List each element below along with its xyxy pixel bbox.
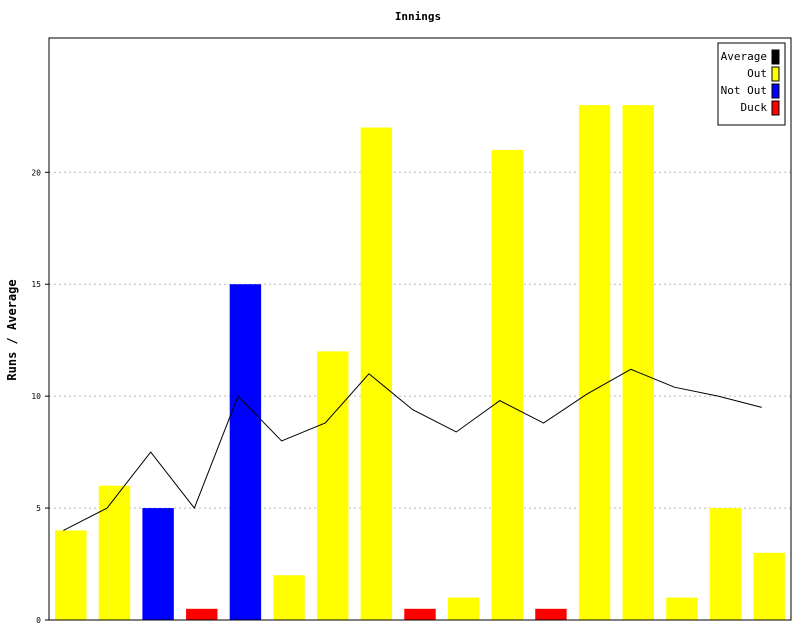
y-axis-label: Runs / Average [5,279,19,380]
bar-out [753,552,785,620]
bar-out [273,575,305,620]
plot-frame [48,37,792,621]
bar-series [55,105,785,621]
axes: 0 5 10 15 20 [31,37,792,625]
bar-out [316,351,349,620]
legend-swatch [771,49,780,65]
bar-duck [535,608,567,620]
y-tick-label: 0 [36,616,41,625]
bar-not-out [142,508,174,620]
bar-out [98,485,131,620]
bar-not-out [229,284,262,620]
legend-label: Average [721,50,767,63]
legend-swatch [771,83,780,99]
bar-out [622,105,654,620]
y-tick-label: 10 [31,392,41,401]
average-line [63,368,762,531]
grid-lines [49,171,791,509]
bar-out [666,597,698,620]
bar-out [447,597,480,620]
bar-out [578,105,611,620]
bar-out [709,508,742,620]
legend-label: Out [747,67,767,80]
bar-out [360,127,393,621]
y-tick-label: 15 [31,280,41,289]
chart-title: Innings [395,10,441,23]
bar-duck [404,608,436,620]
average-series [63,368,762,531]
bar-out [491,149,524,620]
legend-swatch [771,100,780,116]
bar-duck [186,608,218,620]
legend-swatch [771,66,780,82]
legend-label: Duck [741,101,768,114]
y-tick-label: 20 [31,168,41,177]
y-tick-label: 5 [36,504,41,513]
legend: Average Out Not Out Duck [717,42,786,126]
legend-label: Not Out [721,84,767,97]
bar-out [55,530,87,620]
